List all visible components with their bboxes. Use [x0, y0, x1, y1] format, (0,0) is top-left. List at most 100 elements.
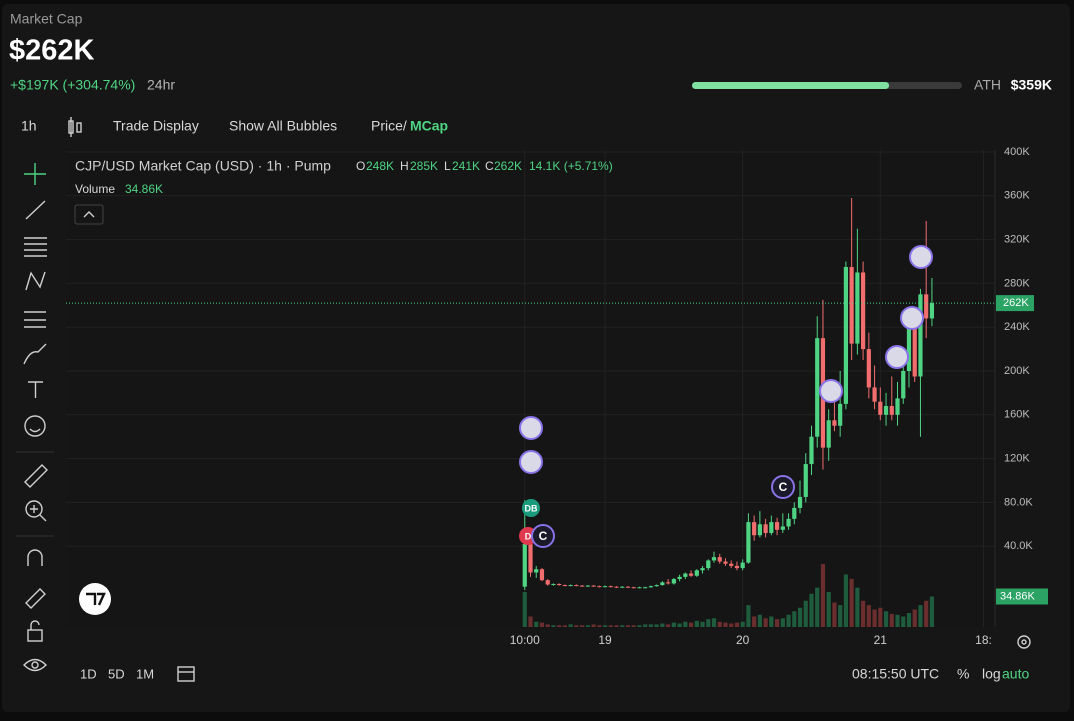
settings-icon[interactable]: [1017, 635, 1031, 649]
volume-bar: [528, 616, 533, 627]
candle-body: [620, 586, 625, 588]
candle-body: [671, 579, 676, 584]
tv-logo[interactable]: [79, 583, 111, 615]
candle-body: [866, 349, 871, 388]
log-toggle[interactable]: log: [982, 666, 1001, 682]
percent-toggle[interactable]: %: [957, 666, 969, 682]
volume-bar: [688, 622, 694, 627]
y-tick-label: 160K: [1004, 409, 1030, 421]
collapse-button[interactable]: [74, 204, 104, 225]
forecast-tool[interactable]: [24, 311, 46, 328]
volume-bar: [883, 611, 889, 627]
candle-body: [688, 573, 694, 576]
volume-bar: [545, 624, 550, 627]
volume-bar: [568, 624, 573, 627]
candle-body: [602, 586, 608, 588]
candle-body: [883, 406, 889, 415]
trade-bubble-label: D: [525, 531, 532, 541]
volume-bar: [861, 600, 866, 627]
volume-bar: [769, 616, 774, 627]
lock-tool[interactable]: [27, 620, 43, 642]
left-toolbar: [16, 163, 54, 672]
text-tool[interactable]: [28, 381, 43, 398]
label: Market Cap: [10, 11, 83, 27]
fib-tool[interactable]: [24, 237, 47, 257]
date-range-icon[interactable]: [177, 666, 195, 682]
candle-icon[interactable]: [68, 117, 82, 137]
volume-bar: [591, 624, 596, 627]
candle-body: [832, 420, 837, 426]
volume-bar: [832, 602, 837, 627]
candle-body: [631, 587, 636, 589]
candle-body: [849, 266, 854, 344]
brush-tool[interactable]: [23, 343, 47, 365]
trade-bubble-label: C: [779, 480, 788, 494]
candle-body: [585, 585, 590, 587]
candle-body: [597, 586, 602, 588]
candle-body: [608, 586, 613, 588]
auto-toggle[interactable]: auto: [1002, 666, 1029, 682]
show-bubbles[interactable]: Show All Bubbles: [229, 118, 337, 134]
lock-drawing-tool[interactable]: [25, 588, 46, 609]
candle-body: [757, 524, 762, 536]
volume-bar: [706, 619, 711, 627]
volume-value: 34.86K: [125, 182, 163, 196]
candle-body: [648, 586, 654, 588]
price-toggle[interactable]: Price/: [371, 118, 407, 134]
crosshair-tool[interactable]: [24, 163, 46, 185]
candle-body: [729, 563, 734, 566]
trader-avatar: [885, 345, 909, 369]
candle-body: [826, 420, 831, 448]
candle-body: [562, 585, 568, 587]
mcap-toggle[interactable]: MCap: [410, 118, 448, 134]
magnet-tool[interactable]: [27, 549, 43, 566]
candle-body: [889, 406, 894, 415]
candle-body: [551, 583, 556, 585]
range-button[interactable]: 5D: [108, 666, 125, 681]
x-tick-label: 21: [874, 633, 888, 647]
candle-body: [625, 586, 631, 588]
y-tick-label: 80.0K: [1004, 496, 1033, 508]
h-key: H: [400, 159, 409, 173]
interval[interactable]: 1h: [21, 118, 37, 134]
volume-bar: [866, 605, 871, 627]
candle-body: [700, 568, 705, 571]
visibility-tool[interactable]: [23, 658, 47, 672]
emoji-tool[interactable]: [24, 415, 46, 437]
change: 14.1K (+5.71%): [529, 159, 613, 173]
candle-body: [637, 587, 642, 589]
volume-bar: [763, 618, 768, 627]
ruler-tool[interactable]: [24, 464, 48, 488]
line-tool[interactable]: [25, 200, 46, 220]
candle-body: [522, 544, 527, 587]
candle-body: [666, 582, 671, 584]
candle-body: [545, 580, 550, 585]
pattern-tool[interactable]: [25, 271, 46, 291]
candle-body: [918, 294, 923, 377]
volume-bar: [729, 623, 734, 627]
volume-bar: [602, 625, 608, 627]
candle-body: [734, 565, 740, 569]
o: 248K: [366, 159, 394, 173]
period: 24hr: [147, 77, 175, 93]
candle-body: [861, 272, 866, 350]
candle-body: [895, 398, 900, 415]
volume-bar: [803, 600, 808, 627]
volume-bar: [895, 614, 900, 627]
range-button[interactable]: 1M: [136, 666, 154, 681]
candle-body: [591, 585, 596, 587]
trade-display[interactable]: Trade Display: [113, 118, 199, 134]
trade-bubble-label: C: [539, 529, 548, 543]
zoom-tool[interactable]: [25, 500, 47, 522]
h: 285K: [410, 159, 438, 173]
volume: [522, 564, 935, 627]
trader-avatar: [909, 245, 933, 269]
trade-bubble: [771, 475, 795, 499]
range-button[interactable]: 1D: [80, 666, 97, 681]
volume-bar: [608, 625, 613, 627]
ath-label: ATH: [974, 77, 1001, 93]
change: +$197K (+304.74%): [10, 77, 135, 93]
volume-bar: [872, 609, 877, 627]
volume-bar: [534, 621, 539, 627]
candle-body: [792, 507, 797, 519]
